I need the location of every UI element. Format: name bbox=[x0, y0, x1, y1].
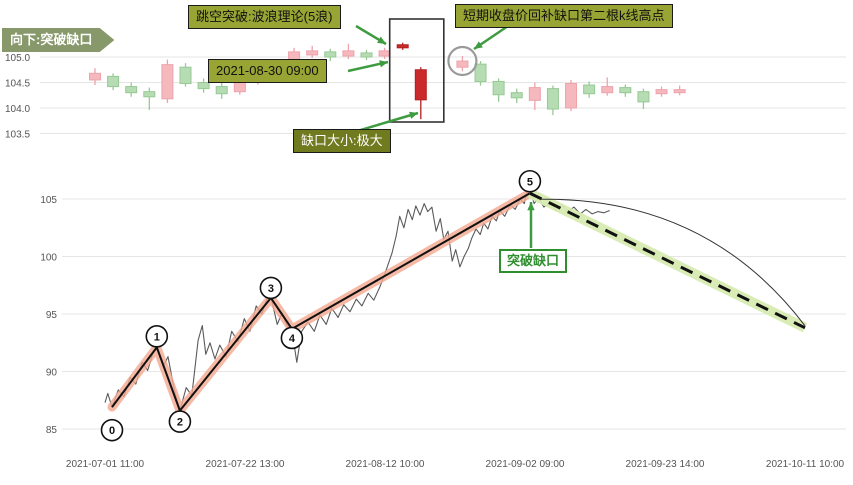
candle-body bbox=[511, 93, 522, 98]
candle-body bbox=[493, 81, 504, 94]
candle-body bbox=[547, 89, 558, 109]
projection-line bbox=[530, 193, 805, 328]
candle-body bbox=[180, 67, 191, 83]
candle-body bbox=[602, 87, 613, 93]
x-axis-tick-label: 2021-10-11 10:00 bbox=[766, 459, 845, 470]
y-axis-tick-label: 104.5 bbox=[5, 79, 30, 90]
annotation-arrowhead bbox=[409, 112, 418, 119]
candle-body bbox=[144, 92, 155, 97]
wave-point-label: 1 bbox=[154, 331, 160, 343]
candle-body bbox=[198, 83, 209, 89]
y-axis-tick-label: 95 bbox=[46, 310, 58, 321]
candle-body bbox=[475, 64, 486, 81]
candle-body bbox=[108, 76, 119, 86]
candle-body bbox=[620, 88, 631, 93]
candle-body bbox=[325, 52, 336, 57]
y-axis-tick-label: 104.0 bbox=[5, 104, 30, 115]
candle-body bbox=[656, 90, 667, 94]
wave-point-label: 3 bbox=[268, 283, 274, 295]
short-term-close-label: 短期收盘价回补缺口第二根k线高点 bbox=[455, 4, 673, 28]
candle-body bbox=[566, 84, 577, 108]
breakout-gap-label: 突破缺口 bbox=[499, 249, 567, 273]
candle-body bbox=[162, 65, 173, 99]
gap-size-label: 缺口大小:极大 bbox=[293, 129, 391, 153]
candle-body bbox=[361, 53, 372, 57]
candlestick-panel: 105.0 104.5 104.0 103.5 bbox=[0, 0, 853, 160]
candle-body bbox=[90, 73, 101, 80]
chart-canvas: 105.0104.5104.0103.5 1051009590852021-07… bbox=[0, 0, 853, 485]
candle-body bbox=[638, 92, 649, 102]
wave-point-label: 0 bbox=[109, 425, 115, 437]
wave-glow bbox=[112, 193, 530, 410]
candle-body bbox=[379, 51, 390, 56]
gap-breakout-label: 跳空突破:波浪理论(5浪) bbox=[188, 5, 341, 29]
candle-body bbox=[415, 70, 426, 100]
y-axis-tick-label: 100 bbox=[40, 253, 57, 264]
direction-gap-banner: 向下:突破缺口 bbox=[2, 28, 114, 52]
x-axis-tick-label: 2021-09-23 14:00 bbox=[626, 459, 705, 470]
candle-body bbox=[343, 51, 354, 56]
y-axis-tick-label: 105 bbox=[40, 195, 57, 206]
wave-point-label: 2 bbox=[177, 417, 183, 429]
y-axis-tick-label: 105.0 bbox=[5, 53, 30, 64]
wave-point-label: 5 bbox=[527, 176, 533, 188]
candle-body bbox=[126, 87, 137, 93]
candle-body bbox=[216, 87, 227, 94]
candle-body bbox=[584, 85, 595, 94]
candle-body bbox=[674, 90, 685, 93]
candle-body bbox=[397, 45, 408, 48]
x-axis-tick-label: 2021-07-01 11:00 bbox=[66, 459, 145, 470]
x-axis-tick-label: 2021-08-12 10:00 bbox=[346, 459, 425, 470]
y-axis-tick-label: 103.5 bbox=[5, 130, 30, 141]
x-axis-tick-label: 2021-07-22 13:00 bbox=[206, 459, 285, 470]
candle-body bbox=[307, 51, 318, 55]
wave-panel: 1051009590852021-07-01 11:002021-07-22 1… bbox=[0, 160, 853, 485]
y-axis-tick-label: 90 bbox=[46, 368, 58, 379]
y-axis-tick-label: 85 bbox=[46, 425, 58, 436]
wave-point-label: 4 bbox=[289, 333, 296, 345]
datetime-label: 2021-08-30 09:00 bbox=[208, 59, 327, 83]
x-axis-tick-label: 2021-09-02 09:00 bbox=[486, 459, 565, 470]
candle-body bbox=[529, 88, 540, 101]
candle-body bbox=[457, 61, 468, 67]
